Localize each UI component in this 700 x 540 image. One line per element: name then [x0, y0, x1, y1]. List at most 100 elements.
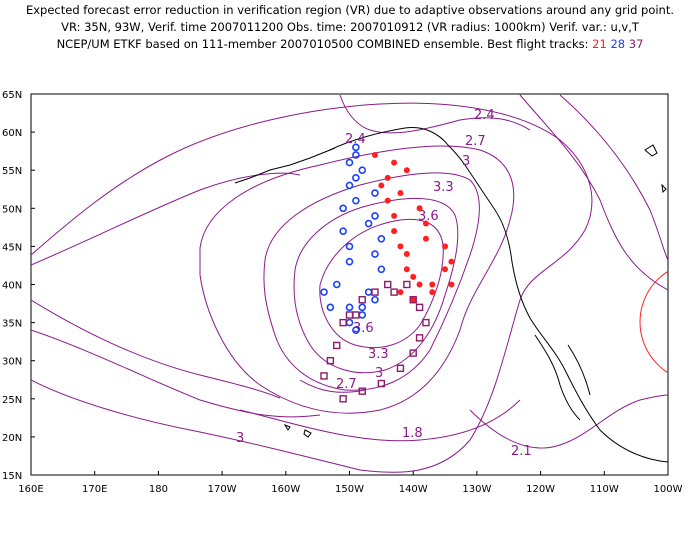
track-21-point [384, 174, 391, 181]
track-28-label: 28 [610, 37, 626, 51]
track-37-point [377, 379, 386, 388]
latitude-label: 25N [2, 395, 22, 406]
track-37-point [358, 296, 366, 304]
track-28-point [332, 280, 341, 289]
longitude-label: 160W [271, 484, 300, 495]
track-21-point [391, 159, 398, 166]
contour-east-1 [519, 94, 668, 291]
track-28-point [320, 288, 328, 296]
longitude-label: 110W [590, 484, 619, 495]
track-28-point [352, 174, 360, 182]
track-28-point [352, 143, 360, 152]
longitude-label: 120W [526, 484, 555, 495]
track-21-point [416, 205, 423, 212]
contour-label: 2.7 [465, 134, 486, 149]
contour-2-4-outer [31, 102, 593, 473]
latitude-label: 30N [2, 357, 22, 368]
coast-baja [534, 334, 581, 421]
track-21-point [448, 258, 455, 265]
latitude-label: 35N [2, 319, 22, 330]
track-37-point [339, 395, 347, 403]
contour-labels: 2.4 2.7 3 3.3 3.6 3.6 3.3 3 2.7 3 2.4 1.… [236, 108, 532, 459]
track-21-point [403, 251, 410, 258]
track-21-point [410, 273, 417, 280]
track-21-point [422, 220, 429, 227]
track-37-point [352, 311, 360, 319]
track-21-point [391, 228, 398, 235]
contour-label: 3 [236, 431, 244, 446]
contour-lines [31, 94, 668, 473]
track-37-point [415, 303, 424, 312]
contour-label: 2.1 [511, 444, 532, 459]
longitude-label: 130W [462, 484, 491, 495]
track-28-point [339, 204, 347, 213]
contour-3-3 [293, 197, 459, 374]
coast-north-america [329, 126, 668, 463]
track-37-point [320, 372, 328, 380]
track-21-point [429, 281, 436, 288]
track-28-point [345, 181, 354, 190]
contour-2-1-east [469, 394, 668, 449]
track-21-point [378, 182, 385, 189]
coastlines [234, 126, 668, 463]
track-21-point [448, 281, 455, 288]
contour-label: 3 [462, 154, 470, 169]
latitude-label: 50N [2, 204, 22, 215]
contour-1-8 [239, 399, 521, 442]
track-28-point [352, 326, 360, 335]
track-21-point [410, 296, 417, 303]
track-21-point [397, 289, 404, 296]
contour-label: 3.3 [368, 347, 389, 362]
track-28-point [326, 303, 335, 312]
longitude-label: 140W [399, 484, 428, 495]
coast-gulf [567, 344, 591, 396]
longitude-label: 170E [82, 484, 107, 495]
track-28-point [345, 242, 354, 251]
coast-alaska-peninsula [234, 147, 336, 184]
track-37-point [384, 280, 392, 289]
track-21-point [442, 266, 449, 273]
track-37-point [403, 280, 411, 289]
longitude-label: 150W [335, 484, 364, 495]
track-21-point [422, 235, 429, 242]
track-21-point [442, 243, 449, 250]
latitude-labels: 65N 60N 55N 50N 45N 40N 35N 30N 25N 20N 15N [2, 90, 35, 482]
longitude-label: 160E [18, 484, 43, 495]
track-21-point [397, 190, 404, 197]
contour-label: 1.8 [402, 426, 423, 441]
track-28-point [352, 196, 360, 205]
track-28-point [364, 219, 373, 228]
verification-region-circle [639, 270, 668, 374]
track-28-point [339, 227, 347, 235]
contour-label: 3.3 [433, 180, 454, 195]
track-28-point [371, 295, 379, 304]
track-37-point [409, 349, 417, 357]
track-21-point [403, 167, 410, 174]
map-frame [30, 93, 669, 476]
track-28-point [371, 189, 379, 197]
map-content: 2.4 2.7 3 3.3 3.6 3.6 3.3 3 2.7 3 2.4 1.… [31, 94, 668, 473]
track-28-point [352, 151, 360, 159]
contour-southwest-2 [31, 299, 281, 399]
track-37-point [333, 341, 341, 350]
contour-3-west [31, 172, 301, 266]
contour-2-7-south [299, 379, 366, 393]
longitude-label: 170W [208, 484, 237, 495]
track-21-point [416, 281, 423, 288]
latitude-label: 60N [2, 128, 22, 139]
latitude-label: 55N [2, 166, 22, 177]
track-28-point [371, 212, 379, 220]
contour-east-2 [559, 94, 668, 261]
contour-label: 3.6 [418, 209, 439, 224]
longitude-label: 180 [149, 484, 168, 495]
track-37-point [422, 318, 430, 327]
track-37-point [339, 318, 347, 327]
longitude-label: 100W [654, 484, 683, 495]
contour-label: 3 [375, 366, 383, 381]
track-37-point [390, 288, 398, 296]
track-28-point [371, 250, 379, 258]
track-21-point [403, 266, 410, 273]
track-21-point [384, 197, 391, 204]
title-line-3: NCEP/UM ETKF based on 111-member 2007010… [0, 36, 700, 53]
track-21-point [391, 212, 398, 219]
